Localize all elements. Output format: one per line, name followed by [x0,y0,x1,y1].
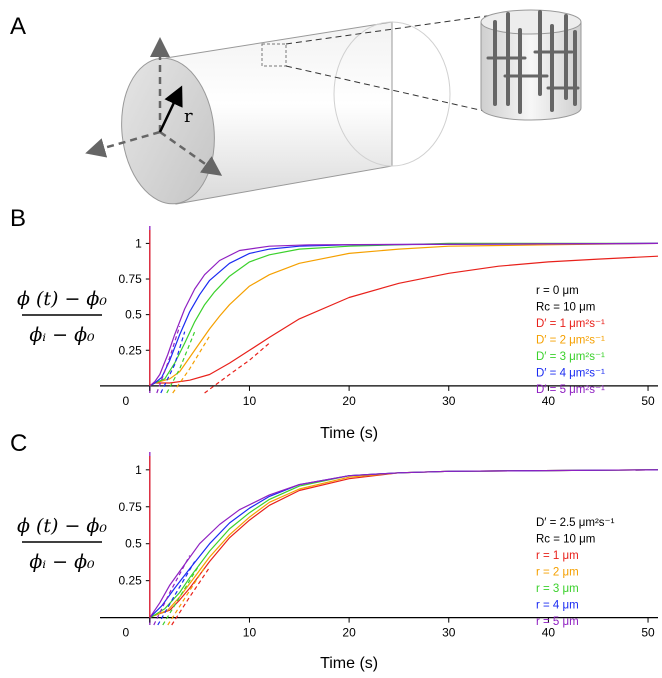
y-tick-label: 1 [135,236,142,250]
panel-letter-b: B [10,205,26,232]
legend-entry: D′ = 2.5 μm²s⁻¹ [536,517,615,529]
panel-b-y-label: ϕ (t) − ϕ₀ ϕᵢ − ϕ₀ [17,288,107,346]
y-tick-label: 0.5 [125,308,142,322]
legend-entry: D′ = 4 μm²s⁻¹ [536,368,605,380]
legend-entry: Rc = 10 μm [536,534,595,546]
legend-entry: D′ = 2 μm²s⁻¹ [536,335,605,347]
y-label-numerator: ϕ (t) − ϕ₀ [17,515,107,537]
legend-entry: Rc = 10 μm [536,302,595,314]
y-label-numerator: ϕ (t) − ϕ₀ [17,288,107,310]
panel-letter-a: A [10,13,26,40]
axis-arrow-left [85,130,161,158]
x-tick-label: 20 [342,626,356,640]
series-line-5 [149,242,659,387]
x-tick-label: 40 [542,394,556,408]
panel-b-plot-area: 0 10 20 30 40 50 0.25 0.5 0.75 1 Time (s) r = 0 μm R… [100,226,659,442]
panel-b-chart: B ϕ (t) − ϕ₀ ϕᵢ − ϕ₀ 0 10 20 30 40 500.250.50… [10,205,659,442]
panel-c-chart: C ϕ (t) − ϕ₀ ϕᵢ − ϕ₀ 0 10 20 30 40 500.250.50… [10,430,659,672]
zoom-line-bottom [285,65,516,119]
legend-entry: D′ = 3 μm²s⁻¹ [536,351,605,363]
series-fit-1 [204,342,270,394]
series-line-4 [149,242,659,387]
x-tick-label: 50 [641,394,655,408]
x-tick-label: 40 [542,626,556,640]
x-tick-label: 10 [243,394,257,408]
legend-entry: r = 1 μm [536,550,579,562]
legend-entry: D′ = 5 μm²s⁻¹ [536,384,605,396]
radius-label: r [184,106,193,127]
panel-c-y-label: ϕ (t) − ϕ₀ ϕᵢ − ϕ₀ [17,515,107,573]
x-axis-label: Time (s) [320,425,378,442]
panel-a-schematic: A r [10,9,582,205]
x-tick-label: 30 [442,626,456,640]
series-line-1 [149,255,659,387]
series-fit-5 [156,325,181,394]
legend-entry: r = 5 μm [536,616,579,628]
series-fit-2 [167,567,206,626]
series-fit-5 [153,555,191,626]
series-fit-3 [166,331,196,394]
series-fit-4 [157,561,196,626]
y-tick-label: 1 [135,463,142,477]
series-line-5 [149,469,659,618]
legend-entry: r = 4 μm [536,600,579,612]
x-tick-label: 20 [342,394,356,408]
inset-cylinder-magnified [480,9,582,121]
y-tick-label: 0.75 [118,272,142,286]
x-tick-label: 50 [641,626,655,640]
series-fit-3 [162,564,201,626]
x-tick-label: 0 [122,626,129,640]
zoom-region-box [261,43,287,67]
y-tick-label: 0.25 [118,574,142,588]
y-label-denominator: ϕᵢ − ϕ₀ [29,324,95,346]
legend-entry: r = 2 μm [536,567,579,579]
y-tick-label: 0.25 [118,343,142,357]
series-fit-1 [171,567,211,626]
zoom-line-top [285,11,516,45]
y-label-denominator: ϕᵢ − ϕ₀ [29,551,95,573]
panel-letter-c: C [10,430,27,457]
cylinder-far-end [333,21,451,167]
panel-c-plot-area: 0 10 20 30 40 50 0.25 0.5 0.75 1 Time (s) D′ = 2.5 … [100,452,659,672]
series-fit-2 [172,335,211,394]
x-tick-label: 10 [243,626,257,640]
series-fit-4 [160,331,186,394]
fiber-network [486,10,580,114]
y-tick-label: 0.75 [118,500,142,514]
legend-entry: r = 3 μm [536,583,579,595]
radius-arrow [158,85,183,133]
series-line-3 [149,242,658,387]
x-axis-label: Time (s) [320,655,378,672]
y-tick-label: 0.5 [125,537,142,551]
x-tick-label: 30 [442,394,456,408]
legend-entry: D′ = 1 μm²s⁻¹ [536,318,605,330]
x-tick-label: 0 [122,394,129,408]
legend-entry: r = 0 μm [536,285,579,297]
